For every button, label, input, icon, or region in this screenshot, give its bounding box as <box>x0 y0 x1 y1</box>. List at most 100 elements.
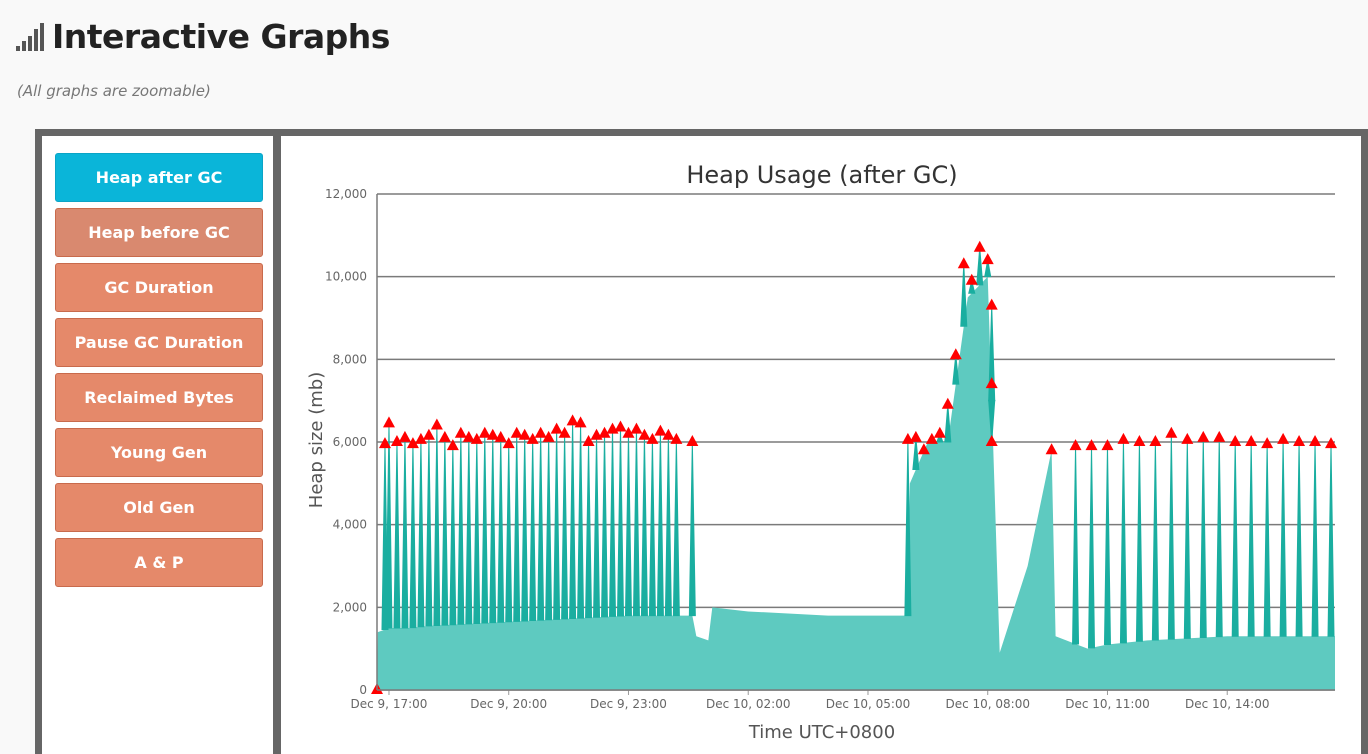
y-tick-label: 4,000 <box>333 518 367 532</box>
gc-peak-marker <box>598 426 611 438</box>
gc-peak-marker <box>550 422 563 434</box>
peak-markers <box>371 240 1338 694</box>
gc-peak-marker <box>502 437 515 449</box>
gc-peak-marker <box>510 426 523 438</box>
gc-peak-marker <box>1261 437 1274 449</box>
heap-spike <box>1263 444 1271 637</box>
gc-peak-marker <box>662 428 675 440</box>
signal-bars-icon <box>16 21 44 51</box>
heap-spike <box>672 439 680 617</box>
heap-spike <box>601 433 609 618</box>
gc-peak-marker <box>686 435 699 446</box>
gc-peak-marker <box>1045 443 1058 455</box>
x-axis-label: Time UTC+0800 <box>748 722 895 743</box>
y-axis-label: Heap size (mb) <box>306 372 327 508</box>
panel-divider <box>273 130 281 754</box>
gc-peak-marker <box>630 422 643 434</box>
heap-spike <box>593 435 601 618</box>
heap-spike <box>1167 433 1175 640</box>
gc-peak-marker <box>654 424 667 436</box>
heap-spike <box>960 264 968 327</box>
gc-peak-marker <box>1165 426 1178 438</box>
gc-peak-marker <box>454 426 467 438</box>
heap-spike <box>1295 441 1303 637</box>
gc-peak-marker <box>534 426 547 438</box>
heap-spike <box>433 425 441 627</box>
gc-peak-marker <box>981 253 994 265</box>
heap-spike <box>952 355 960 385</box>
page-subtitle: (All graphs are zoomable) <box>17 82 211 100</box>
gc-peak-marker <box>526 432 539 444</box>
gc-peak-marker <box>470 432 483 444</box>
heap-spike <box>1279 439 1287 637</box>
gc-peak-marker <box>446 439 459 451</box>
x-tick-label: Dec 9, 23:00 <box>590 697 667 711</box>
gc-peak-marker <box>933 426 946 438</box>
heap-spike <box>473 439 481 624</box>
nav-reclaimed-bytes-button[interactable]: Reclaimed Bytes <box>55 373 263 422</box>
gc-peak-marker <box>574 416 587 428</box>
gc-peak-marker <box>622 426 635 438</box>
gc-peak-marker <box>1309 435 1322 446</box>
nav-heap-after-gc-button[interactable]: Heap after GC <box>55 153 263 202</box>
heap-spike <box>505 444 513 623</box>
heap-spike <box>968 280 976 294</box>
gc-peak-marker <box>638 428 651 440</box>
x-tick-label: Dec 10, 05:00 <box>826 697 911 711</box>
heap-spike <box>417 439 425 628</box>
heap-spike <box>449 446 457 626</box>
heap-spike <box>537 433 545 621</box>
heap-spike <box>513 433 521 622</box>
heap-spike <box>385 423 393 629</box>
x-tick-label: Dec 9, 20:00 <box>470 697 547 711</box>
heap-spike <box>944 404 952 443</box>
nav-heap-before-gc-button[interactable]: Heap before GC <box>55 208 263 257</box>
nav-gc-duration-button[interactable]: GC Duration <box>55 263 263 312</box>
heap-spike <box>441 437 449 626</box>
heap-spike <box>1231 441 1239 637</box>
gc-peak-marker <box>985 377 998 389</box>
x-tick-label: Dec 10, 11:00 <box>1065 697 1150 711</box>
gc-peak-marker <box>1101 439 1114 451</box>
chart-title: Heap Usage (after GC) <box>686 161 957 189</box>
gc-peak-marker <box>1069 439 1082 451</box>
y-tick-label: 0 <box>359 683 367 697</box>
y-tick-label: 2,000 <box>333 600 367 614</box>
heap-spike <box>616 427 625 617</box>
gc-peak-marker <box>422 428 435 440</box>
y-tick-label: 12,000 <box>325 187 367 201</box>
gc-peak-marker <box>909 430 922 442</box>
gc-peak-marker <box>1117 432 1130 444</box>
heap-spike <box>656 431 664 617</box>
nav-old-gen-button[interactable]: Old Gen <box>55 483 263 532</box>
heap-spike <box>904 439 912 617</box>
nav-pause-gc-duration-button[interactable]: Pause GC Duration <box>55 318 263 367</box>
series-area <box>377 247 1335 690</box>
nav-a-and-p-button[interactable]: A & P <box>55 538 263 587</box>
page-header: Interactive Graphs <box>16 14 390 58</box>
heap-spike <box>608 429 617 617</box>
gc-peak-marker <box>917 443 930 455</box>
gc-peak-marker <box>486 428 499 440</box>
gc-peak-marker <box>518 428 531 440</box>
chart-svg[interactable]: Heap Usage (after GC) Time UTC+0800 Heap… <box>295 150 1348 750</box>
heap-spike <box>497 437 505 623</box>
gc-peak-marker <box>462 430 475 442</box>
gc-peak-marker <box>558 426 571 438</box>
heap-spike <box>1088 446 1096 649</box>
nav-young-gen-button[interactable]: Young Gen <box>55 428 263 477</box>
heap-spike <box>664 435 672 617</box>
heap-spike <box>1103 446 1111 646</box>
heap-spike <box>912 437 920 471</box>
heap-spike <box>648 439 656 617</box>
heap-spike <box>1215 437 1223 638</box>
heap-spike <box>624 433 632 617</box>
gc-peak-marker <box>646 432 659 444</box>
gc-peak-marker <box>1229 435 1242 446</box>
heap-usage-chart[interactable]: Heap Usage (after GC) Time UTC+0800 Heap… <box>295 150 1348 750</box>
heap-spike <box>465 437 473 625</box>
heap-spike <box>632 429 640 617</box>
gc-peak-marker <box>965 273 978 285</box>
gc-peak-marker <box>478 426 491 438</box>
heap-spike <box>1247 441 1255 637</box>
